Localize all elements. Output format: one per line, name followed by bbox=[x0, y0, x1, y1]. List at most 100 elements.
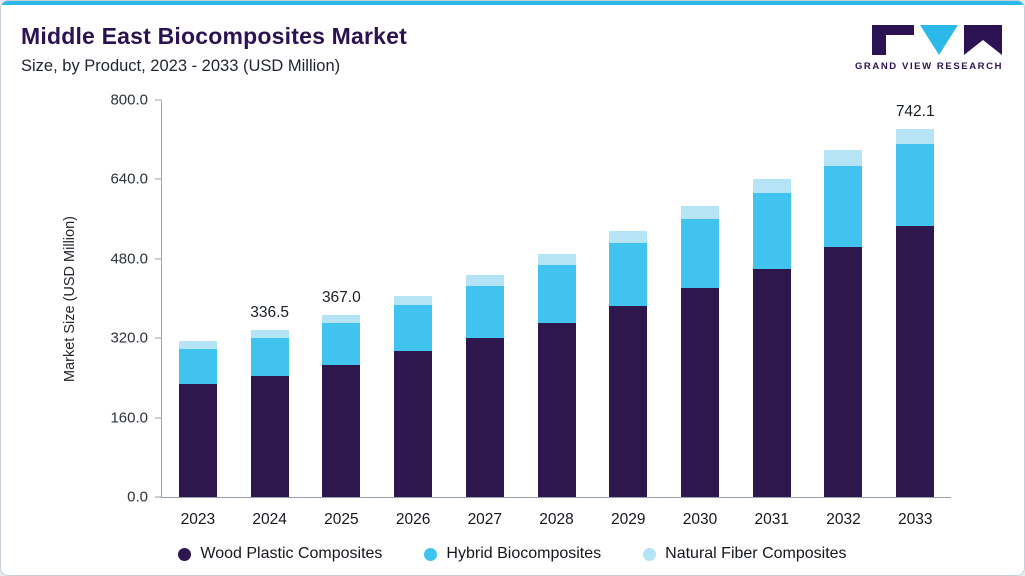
legend-item-wood-plastic-composites: Wood Plastic Composites bbox=[178, 545, 382, 563]
bar-value-label: 336.5 bbox=[250, 304, 289, 322]
x-tick-label: 2029 bbox=[611, 511, 646, 528]
bar-group-2026: 2026 bbox=[377, 101, 449, 528]
legend-item-hybrid-biocomposites: Hybrid Biocomposites bbox=[424, 545, 601, 563]
bar-segment-natural-fiber-composites bbox=[322, 314, 361, 324]
legend-swatch bbox=[424, 547, 438, 561]
stacked-bar-2028 bbox=[537, 253, 576, 497]
logo-text: GRAND VIEW RESEARCH bbox=[854, 61, 1004, 72]
bar-segment-wood-plastic-composites bbox=[322, 365, 361, 497]
y-tick-label: 640.0 bbox=[110, 170, 148, 188]
stacked-bar-2026 bbox=[394, 296, 433, 497]
legend-swatch bbox=[178, 547, 192, 561]
x-tick-label: 2030 bbox=[682, 511, 718, 528]
y-tick: 800.0 bbox=[110, 92, 162, 109]
bar-segment-natural-fiber-composites bbox=[178, 340, 217, 350]
x-tick-label: 2028 bbox=[539, 511, 574, 528]
plot-area: 2023 336.5 2024 367.0 2025 2026 2027 2028 2029 20… bbox=[110, 92, 951, 528]
grand-view-research-logo: GRAND VIEW RESEARCH bbox=[854, 23, 1004, 72]
bar-segment-wood-plastic-composites bbox=[896, 226, 935, 497]
bar-segment-hybrid-biocomposites bbox=[896, 143, 935, 227]
page-subtitle: Size, by Product, 2023 - 2033 (USD Milli… bbox=[21, 57, 341, 75]
bar-group-2024: 336.5 2024 bbox=[234, 101, 306, 528]
y-tick: 320.0 bbox=[110, 330, 162, 347]
y-tick-label: 160.0 bbox=[110, 409, 148, 427]
bars-area: 2023 336.5 2024 367.0 2025 2026 2027 2028 2029 20… bbox=[162, 101, 951, 528]
bar-segment-natural-fiber-composites bbox=[250, 330, 289, 339]
x-tick-label: 2026 bbox=[395, 511, 431, 528]
legend: Wood Plastic Composites Hybrid Biocomposi… bbox=[1, 545, 1024, 563]
bar-segment-hybrid-biocomposites bbox=[322, 323, 361, 365]
bar-segment-hybrid-biocomposites bbox=[250, 338, 289, 376]
stacked-bar-2032 bbox=[824, 150, 863, 497]
x-tick-label: 2032 bbox=[826, 511, 861, 528]
bar-segment-hybrid-biocomposites bbox=[178, 349, 217, 384]
bar-group-2033: 742.1 2033 bbox=[879, 101, 951, 528]
bar-segment-wood-plastic-composites bbox=[178, 383, 217, 497]
bar-segment-natural-fiber-composites bbox=[681, 206, 719, 219]
stacked-bar-2027 bbox=[465, 275, 504, 497]
y-tick-mark bbox=[155, 417, 162, 419]
x-tick-label: 2024 bbox=[252, 511, 287, 528]
y-tick-mark bbox=[155, 496, 162, 498]
stacked-bar-2030 bbox=[681, 206, 719, 497]
y-tick: 640.0 bbox=[110, 171, 162, 188]
stacked-bar-2029 bbox=[609, 231, 648, 497]
bar-segment-wood-plastic-composites bbox=[250, 375, 289, 497]
bar-segment-wood-plastic-composites bbox=[609, 306, 648, 497]
bar-segment-natural-fiber-composites bbox=[752, 178, 791, 194]
bar-group-2027: 2027 bbox=[449, 101, 521, 528]
header: Middle East Biocomposites Market Size, b… bbox=[21, 23, 1004, 76]
bar-segment-wood-plastic-composites bbox=[537, 322, 576, 497]
bar-group-2032: 2032 bbox=[808, 101, 880, 528]
y-tick: 0.0 bbox=[127, 489, 162, 506]
bar-segment-natural-fiber-composites bbox=[537, 253, 576, 266]
legend-swatch bbox=[643, 547, 657, 561]
bar-segment-hybrid-biocomposites bbox=[537, 265, 576, 323]
logo-mark-icon bbox=[872, 25, 1002, 55]
y-tick-label: 800.0 bbox=[110, 91, 148, 109]
bar-segment-wood-plastic-composites bbox=[681, 288, 719, 497]
page-title: Middle East Biocomposites Market bbox=[21, 23, 407, 49]
y-tick-label: 480.0 bbox=[110, 250, 148, 268]
legend-label: Wood Plastic Composites bbox=[200, 545, 383, 562]
bar-group-2030: 2030 bbox=[664, 101, 736, 528]
bar-segment-wood-plastic-composites bbox=[465, 337, 504, 497]
bar-segment-wood-plastic-composites bbox=[824, 247, 863, 497]
title-block: Middle East Biocomposites Market Size, b… bbox=[21, 23, 407, 76]
x-tick-label: 2023 bbox=[180, 511, 216, 528]
bar-group-2031: 2031 bbox=[736, 101, 808, 528]
bar-group-2025: 367.0 2025 bbox=[305, 101, 377, 528]
bar-segment-natural-fiber-composites bbox=[896, 128, 935, 144]
bar-segment-hybrid-biocomposites bbox=[752, 193, 791, 269]
legend-label: Natural Fiber Composites bbox=[665, 545, 847, 562]
bar-group-2023: 2023 bbox=[162, 101, 234, 528]
bar-segment-hybrid-biocomposites bbox=[394, 305, 433, 352]
y-tick-label: 320.0 bbox=[110, 329, 148, 347]
stacked-bar-2024 bbox=[250, 330, 289, 497]
bar-segment-hybrid-biocomposites bbox=[609, 242, 648, 307]
bar-segment-hybrid-biocomposites bbox=[465, 286, 504, 338]
bar-value-label: 367.0 bbox=[321, 288, 361, 306]
y-tick: 480.0 bbox=[110, 250, 162, 267]
x-tick-label: 2033 bbox=[897, 511, 933, 528]
bar-segment-natural-fiber-composites bbox=[824, 150, 863, 167]
bar-segment-natural-fiber-composites bbox=[465, 275, 504, 287]
stacked-bar-2033 bbox=[896, 128, 935, 497]
x-tick-label: 2027 bbox=[467, 511, 503, 528]
stacked-bar-2023 bbox=[178, 340, 217, 497]
stacked-bar-2025 bbox=[322, 314, 361, 497]
x-tick-label: 2025 bbox=[324, 511, 359, 528]
y-tick-mark bbox=[155, 258, 162, 260]
x-tick-label: 2031 bbox=[754, 511, 789, 528]
bar-value-label: 742.1 bbox=[895, 102, 935, 120]
bar-segment-hybrid-biocomposites bbox=[824, 166, 863, 248]
top-accent-bar bbox=[1, 1, 1024, 5]
bar-group-2029: 2029 bbox=[592, 101, 664, 528]
bar-segment-natural-fiber-composites bbox=[394, 296, 433, 306]
y-tick-label: 0.0 bbox=[127, 488, 148, 506]
y-tick-mark bbox=[155, 178, 162, 180]
stacked-bar-2031 bbox=[752, 178, 791, 497]
bar-segment-wood-plastic-composites bbox=[752, 268, 791, 497]
y-axis-title: Market Size (USD Million) bbox=[62, 216, 78, 383]
